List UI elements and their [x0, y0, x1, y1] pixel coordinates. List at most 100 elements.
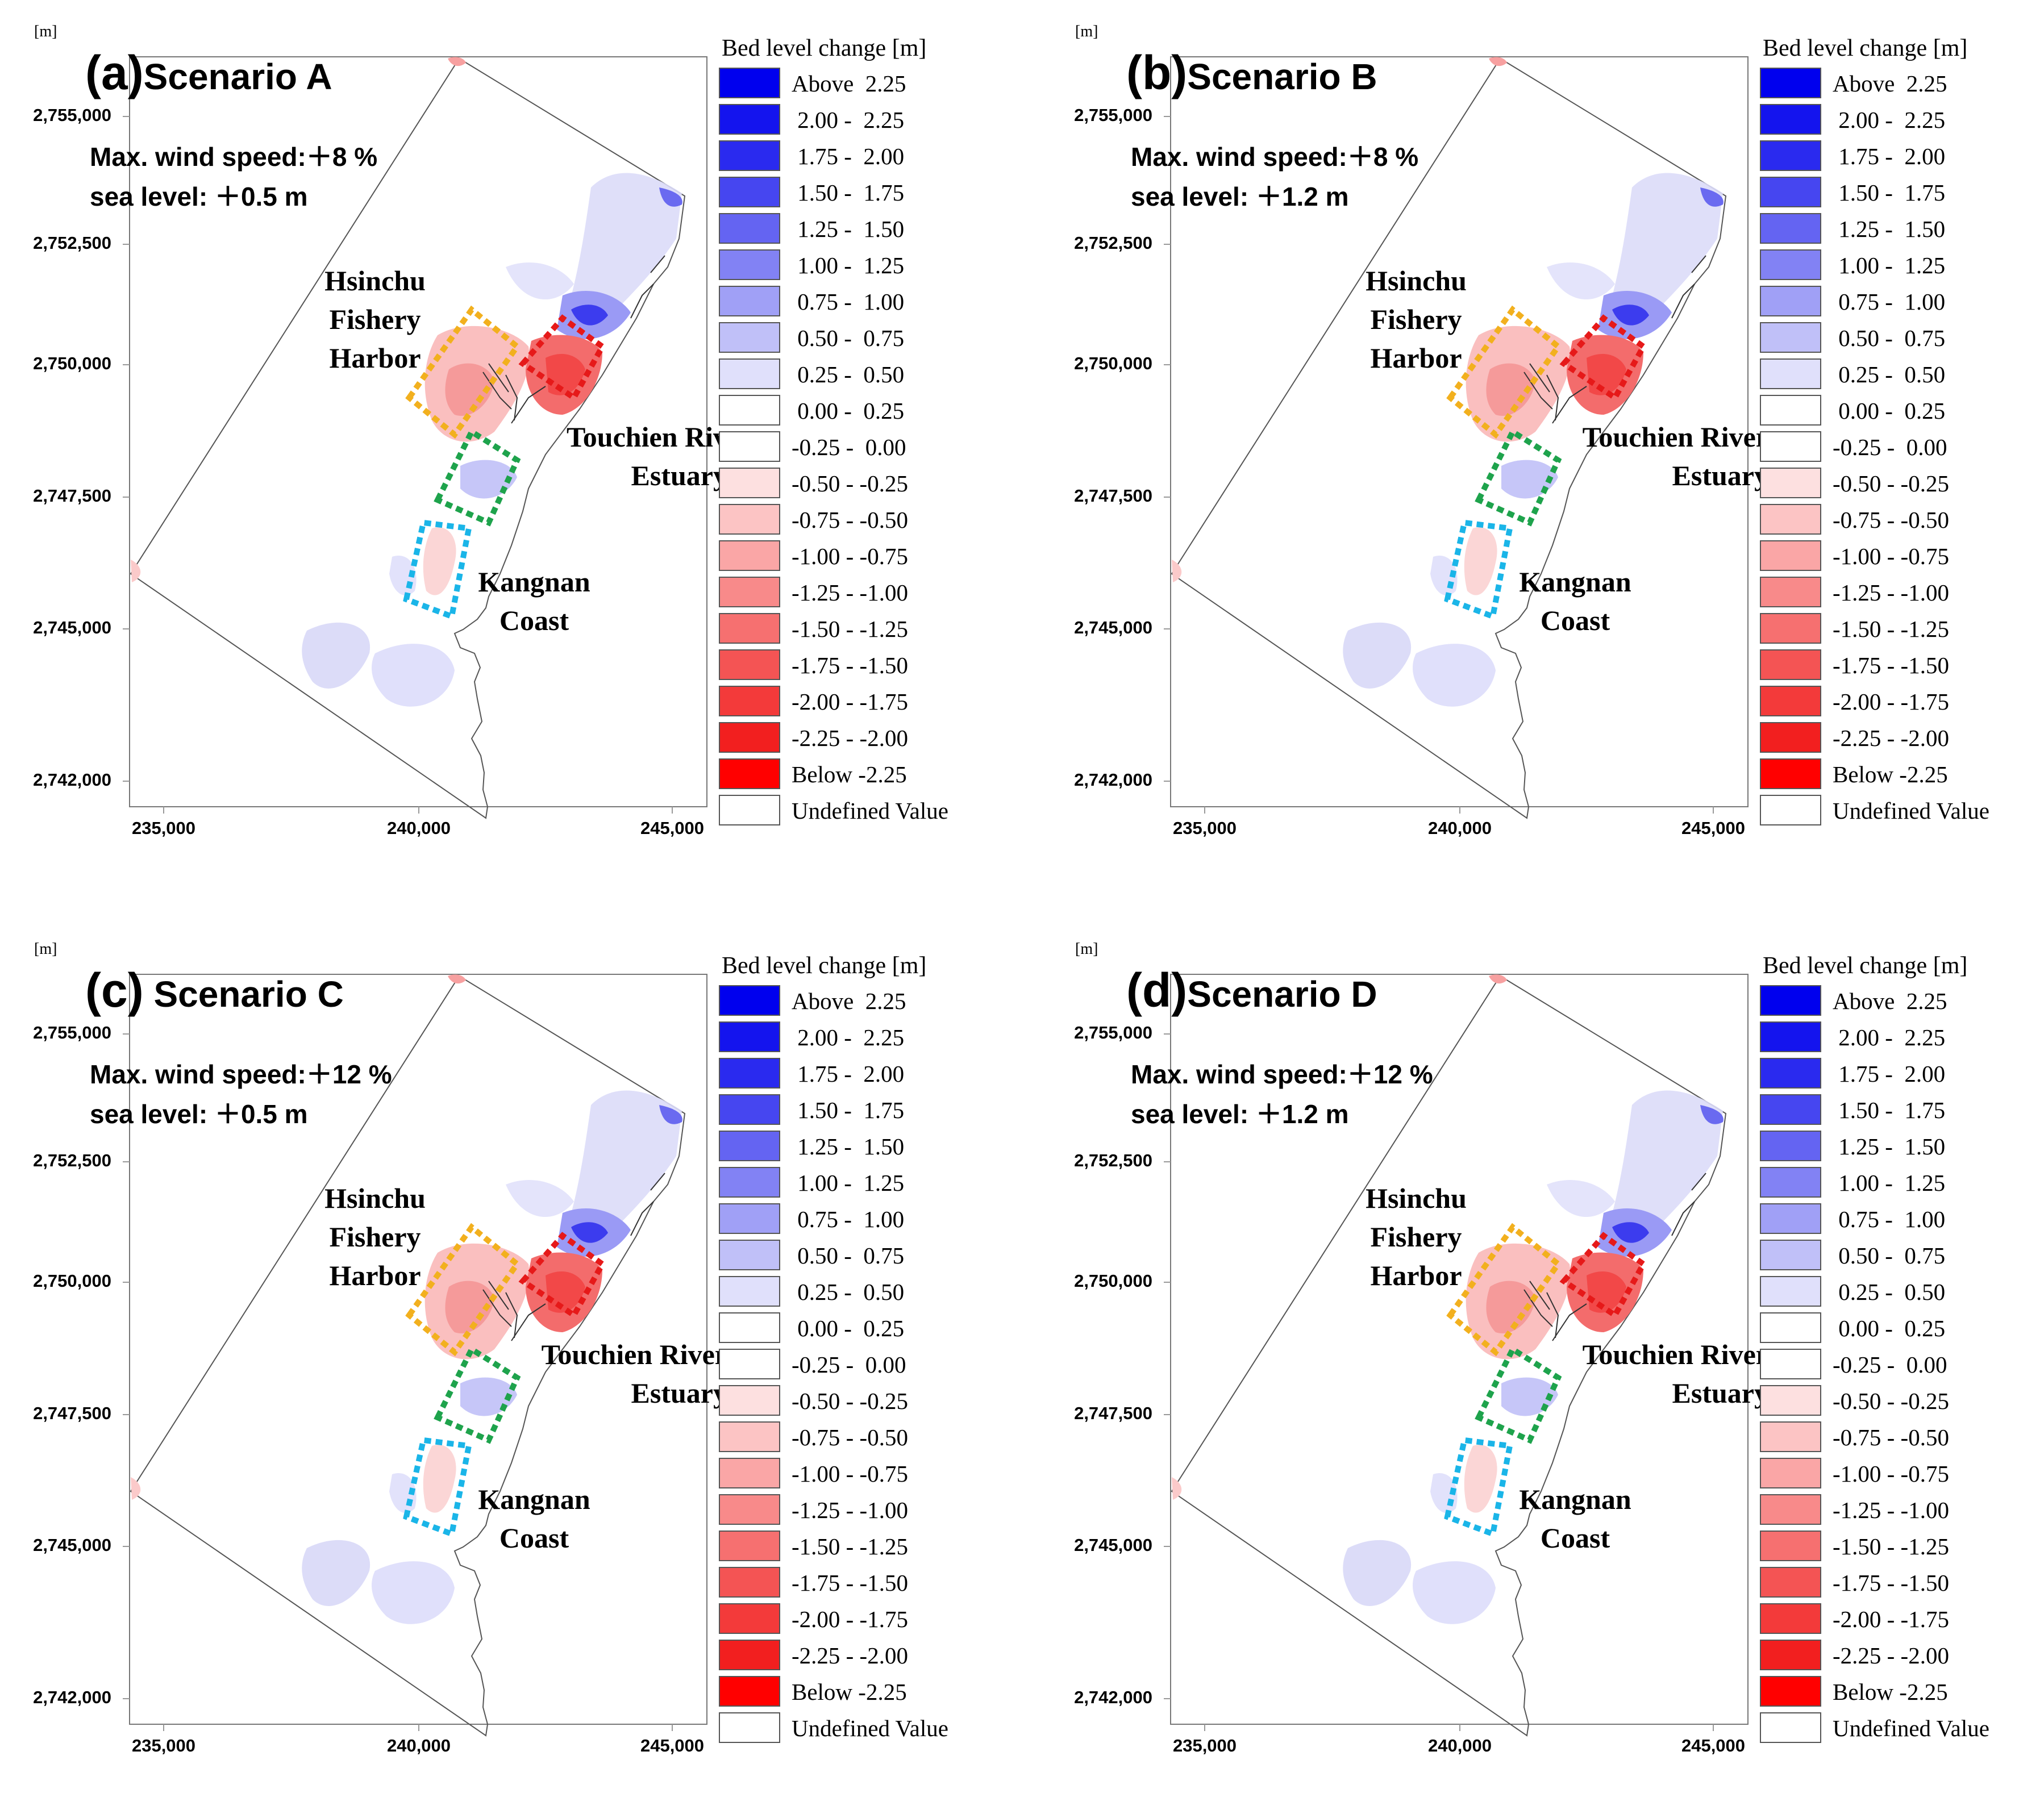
legend-item: 1.50 - 1.75 — [719, 174, 1020, 211]
wind-speed-label: Max. wind speed:＋12 % — [90, 1060, 392, 1089]
x-tick-label: 235,000 — [131, 1736, 196, 1755]
legend-swatch — [719, 1676, 780, 1707]
y-tick-label: 2,742,000 — [1074, 770, 1152, 790]
legend-swatch — [1760, 577, 1821, 607]
legend-label: 0.00 - 0.25 — [1833, 1315, 1946, 1341]
legend-label: -1.50 - -1.25 — [792, 616, 908, 642]
legend: Bed level change [m] Above 2.25 2.00 - 2… — [1760, 949, 2044, 1746]
legend-label: Below -2.25 — [792, 761, 907, 787]
y-tick-label: 2,755,000 — [33, 1023, 111, 1042]
scenario-title: (a)Scenario A — [85, 45, 332, 101]
legend-swatch — [1760, 504, 1821, 535]
legend-item: 1.25 - 1.50 — [1760, 1128, 2044, 1165]
legend-item: -2.00 - -1.75 — [719, 1601, 1020, 1637]
erosion-corner-north — [448, 974, 466, 984]
mixed-kangnan — [1464, 527, 1497, 595]
erosion-corner-north — [1489, 974, 1507, 984]
harbor-label: Hsinchu Fishery Harbor — [324, 1182, 426, 1291]
legend-label: 0.75 - 1.00 — [792, 289, 905, 315]
map-canvas — [1164, 974, 1749, 1737]
map-panel: [m] 2,755,000 2,752,500 2,750,000 2,747,… — [1041, 0, 2044, 896]
legend-swatch — [719, 1712, 780, 1743]
legend-rows: Above 2.25 2.00 - 2.25 1.75 - 2.00 1.50 … — [719, 65, 1020, 829]
y-tick-label: 2,755,000 — [33, 105, 111, 125]
harbor-structures — [1523, 255, 1706, 424]
legend-swatch — [1760, 758, 1821, 789]
x-tick-label: 240,000 — [386, 1736, 451, 1755]
legend-label: -1.75 - -1.50 — [792, 652, 908, 678]
legend-label: -1.50 - -1.25 — [1833, 616, 1949, 642]
legend-label: -1.00 - -0.75 — [792, 1461, 908, 1487]
legend-swatch — [1760, 795, 1821, 825]
legend-item: 1.75 - 2.00 — [719, 138, 1020, 174]
legend-label: 1.75 - 2.00 — [1833, 1061, 1946, 1087]
erosion-corner-west — [1172, 1477, 1182, 1500]
legend-item: 0.00 - 0.25 — [1760, 393, 2044, 429]
y-tick-label: 2,747,500 — [1074, 1403, 1152, 1423]
legend-item: 0.75 - 1.00 — [719, 1201, 1020, 1237]
legend-label: -0.25 - 0.00 — [1833, 434, 1947, 460]
legend-item: -1.25 - -1.00 — [1760, 574, 2044, 611]
harbor-study-box — [1446, 305, 1562, 439]
legend-label: -0.75 - -0.50 — [792, 507, 908, 533]
legend-item: Above 2.25 — [1760, 65, 2044, 102]
legend-label: -2.25 - -2.00 — [1833, 725, 1949, 751]
legend-item: 0.00 - 0.25 — [1760, 1310, 2044, 1346]
axis-unit-label: [m] — [34, 940, 57, 958]
harbor-study-box — [1446, 1223, 1562, 1357]
legend-title: Bed level change [m] — [1763, 35, 1968, 61]
legend-item: 0.75 - 1.00 — [1760, 283, 2044, 320]
legend-label: 2.00 - 2.25 — [792, 107, 905, 133]
legend-label: Undefined Value — [792, 1715, 948, 1741]
erosion-estuary-core — [546, 1271, 585, 1313]
legend-item: -1.25 - -1.00 — [1760, 1492, 2044, 1528]
erosion-harbor-core — [1486, 363, 1535, 416]
estuary-label: Touchien River Estuary — [1582, 421, 1768, 491]
legend-label: Undefined Value — [1833, 798, 1989, 824]
legend-item: -2.25 - -2.00 — [719, 1637, 1020, 1674]
y-tick-label: 2,745,000 — [33, 1535, 111, 1555]
legend-label: 0.25 - 0.50 — [1833, 1279, 1946, 1305]
axis-ticks — [1164, 1033, 1714, 1731]
legend-label: -0.50 - -0.25 — [1833, 1388, 1949, 1414]
legend-swatch — [719, 177, 780, 207]
axis-unit-label: [m] — [1075, 940, 1098, 958]
y-tick-label: 2,745,000 — [1074, 1535, 1152, 1555]
legend-item: -0.50 - -0.25 — [719, 465, 1020, 502]
axis-unit-label: [m] — [34, 23, 57, 40]
legend-item: Below -2.25 — [719, 1674, 1020, 1710]
legend-label: -0.25 - 0.00 — [792, 1352, 906, 1378]
legend-swatch — [719, 1167, 780, 1198]
legend-swatch — [1760, 322, 1821, 353]
legend-label: -2.00 - -1.75 — [792, 1606, 908, 1632]
kangnan-study-box — [1444, 1437, 1513, 1538]
deposition-south — [1413, 644, 1496, 707]
legend-swatch — [1760, 985, 1821, 1016]
legend-item: -1.00 - -0.75 — [719, 538, 1020, 574]
x-tick-label: 235,000 — [1172, 818, 1237, 838]
legend-label: 0.50 - 0.75 — [1833, 325, 1946, 351]
legend-swatch — [719, 395, 780, 426]
legend-label: -0.25 - 0.00 — [792, 434, 906, 460]
legend-label: Below -2.25 — [1833, 1679, 1948, 1705]
legend-swatch — [1760, 213, 1821, 244]
legend-item: 0.75 - 1.00 — [719, 283, 1020, 320]
panel-letter: (d) — [1126, 964, 1188, 1017]
harbor-study-box — [405, 305, 521, 439]
legend-label: -1.00 - -0.75 — [1833, 1461, 1949, 1487]
legend-swatch — [719, 758, 780, 789]
legend-item: 1.50 - 1.75 — [1760, 174, 2044, 211]
legend-item: Undefined Value — [719, 1710, 1020, 1746]
legend-item: -0.50 - -0.25 — [1760, 1383, 2044, 1419]
erosion-corner-north — [1489, 57, 1507, 66]
legend-swatch — [719, 68, 780, 98]
legend-label: Below -2.25 — [792, 1679, 907, 1705]
legend-item: 0.50 - 0.75 — [719, 320, 1020, 356]
legend-label: -1.00 - -0.75 — [792, 543, 908, 569]
legend-item: 1.25 - 1.50 — [719, 1128, 1020, 1165]
harbor-label: Hsinchu Fishery Harbor — [1366, 1182, 1467, 1291]
legend-swatch — [719, 686, 780, 716]
kangnan-study-box — [403, 1437, 472, 1538]
legend-label: -1.25 - -1.00 — [792, 1497, 908, 1523]
legend-item: -1.50 - -1.25 — [1760, 611, 2044, 647]
